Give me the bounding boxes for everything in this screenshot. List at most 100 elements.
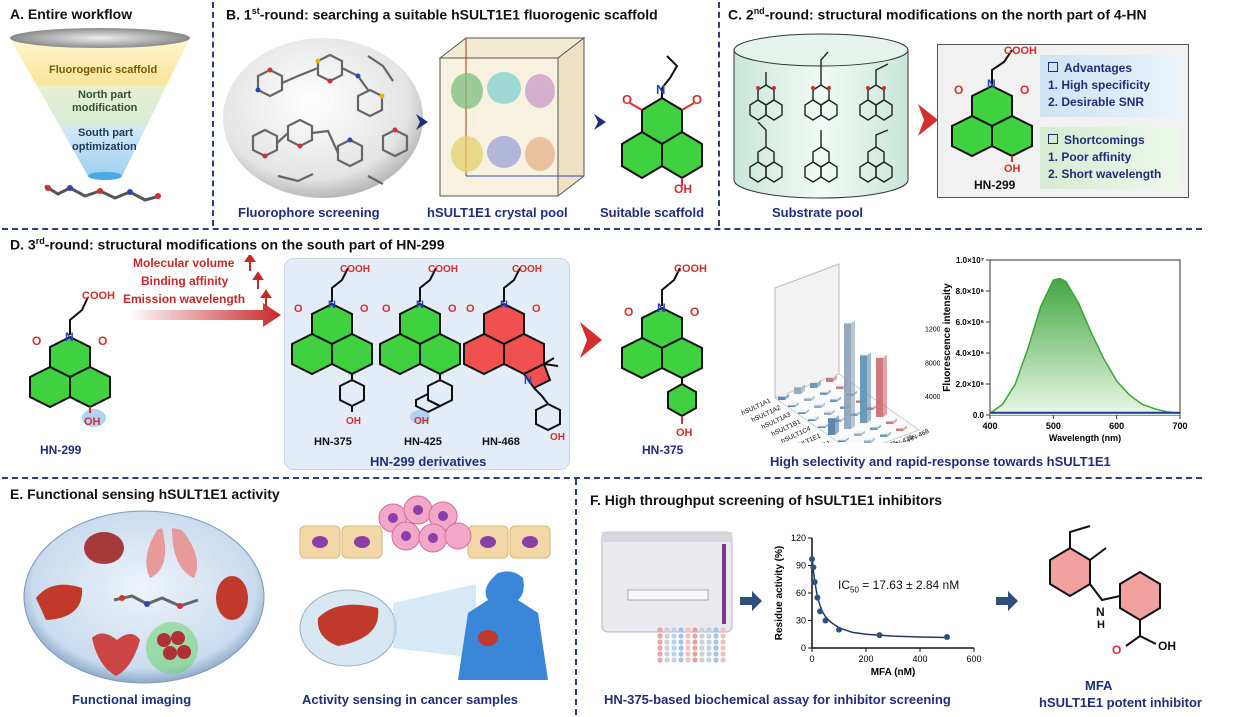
plate-well — [671, 639, 677, 645]
bar-side — [835, 415, 839, 435]
plate-well — [720, 651, 726, 657]
category-label: hSULT1E1 — [790, 432, 822, 443]
series-label: HN-425 — [891, 434, 915, 443]
arrow-label-affinity: Binding affinity — [141, 274, 229, 288]
funnel-stage-2b: modification — [72, 102, 138, 114]
panel-e-title: E. Functional sensing hSULT1E1 activity — [10, 486, 280, 502]
data-point — [810, 564, 817, 571]
plate-well — [699, 639, 705, 645]
bar-front — [838, 440, 845, 442]
modification-arrow-icon — [128, 303, 281, 327]
series-line — [989, 277, 1181, 415]
plate-well — [671, 651, 677, 657]
bar-top — [798, 409, 809, 413]
svg-text:N: N — [65, 330, 74, 344]
bar-front — [788, 405, 795, 407]
x-tick-label: 500 — [1046, 421, 1061, 431]
x-tick-label: 600 — [966, 654, 981, 664]
bar-top — [788, 402, 799, 406]
data-point — [836, 626, 842, 633]
data-point — [809, 556, 815, 563]
funnel-stage-3b: optimization — [72, 141, 137, 153]
plate-well — [685, 639, 691, 645]
bar-top — [820, 389, 831, 393]
x-tick-label: 700 — [1172, 421, 1187, 431]
bar-side — [861, 430, 865, 436]
plate-well — [664, 645, 670, 651]
plate-well — [671, 633, 677, 639]
bar-top — [838, 437, 849, 441]
plate-well — [692, 657, 698, 663]
bar-top — [870, 424, 881, 428]
plate-well — [657, 633, 663, 639]
derivative-hn425-label: HN-425 — [404, 436, 442, 448]
bar-top — [824, 409, 835, 413]
z-tick-label: 40000 — [925, 394, 940, 401]
svg-text:COOH: COOH — [512, 264, 542, 275]
bar-top — [826, 374, 837, 378]
z-tick-label: 120000 — [925, 326, 940, 333]
x-tick-label: 400 — [912, 654, 927, 664]
derivative-hn468-structure: COOH O O N N OH — [463, 264, 565, 442]
plate-well — [692, 645, 698, 651]
bar-front — [880, 434, 887, 437]
plate-well — [664, 657, 670, 663]
workflow-funnel — [10, 28, 190, 202]
funnel-stage-3a: South part — [78, 127, 133, 139]
inhibitor-name: MFA — [1085, 678, 1113, 693]
plate-well — [678, 633, 684, 639]
x-tick-label: 200 — [858, 654, 873, 664]
bar-side — [811, 395, 815, 401]
bar-front — [864, 440, 871, 443]
svg-text:O: O — [622, 92, 632, 107]
checkbox-icon — [1048, 134, 1058, 144]
plate-well — [657, 645, 663, 651]
y-axis-label: Fluorescence intensity — [942, 283, 953, 392]
bar-side — [795, 402, 799, 407]
bar-top — [804, 395, 815, 399]
svg-text:O: O — [692, 92, 702, 107]
derivative-hn468-label: HN-468 — [482, 436, 520, 448]
plate-well — [678, 627, 684, 633]
divider-bc — [718, 2, 720, 226]
x-axis-label: Wavelength (nm) — [1049, 433, 1121, 443]
bar-top — [854, 430, 865, 434]
plate-well — [713, 633, 719, 639]
svg-text:O: O — [1112, 643, 1121, 657]
svg-text:O: O — [294, 303, 303, 315]
svg-text:N: N — [524, 375, 532, 387]
svg-text:N: N — [656, 82, 665, 97]
derivative-hn375-label: HN-375 — [314, 436, 352, 448]
bar-top — [778, 393, 789, 397]
plate-well — [657, 639, 663, 645]
svg-text:O: O — [360, 303, 369, 315]
bar-front — [830, 399, 837, 402]
arrow-f1-icon — [740, 591, 762, 611]
svg-text:N: N — [1096, 605, 1105, 619]
caption-assay: HN-375-based biochemical assay for inhib… — [604, 692, 951, 707]
bar-front — [854, 433, 861, 436]
plate-well — [685, 627, 691, 633]
plate-well — [706, 633, 712, 639]
bar-top — [818, 423, 829, 427]
hn299-label-c: HN-299 — [974, 178, 1016, 192]
y-tick-label: 0.0 — [973, 411, 985, 420]
caption-cancer-samples: Activity sensing in cancer samples — [302, 692, 519, 707]
bar-top — [876, 354, 887, 358]
divider-row2 — [2, 477, 1202, 479]
bar-front — [876, 357, 883, 417]
plate-well — [685, 633, 691, 639]
bar-side — [877, 424, 881, 430]
bar-front — [828, 418, 835, 435]
bar-side — [873, 404, 877, 410]
bar-side — [833, 374, 837, 382]
plate-well — [720, 639, 726, 645]
bar-side — [867, 352, 871, 423]
selected-hn375-label: HN-375 — [642, 443, 684, 457]
bar-side — [801, 384, 805, 394]
hn299-start-structure: COOH O O N OH — [29, 290, 115, 428]
checkbox-icon — [1048, 62, 1058, 72]
caption-substrate-pool: Substrate pool — [772, 205, 864, 220]
plate-well — [706, 639, 712, 645]
svg-text:COOH: COOH — [428, 264, 458, 275]
